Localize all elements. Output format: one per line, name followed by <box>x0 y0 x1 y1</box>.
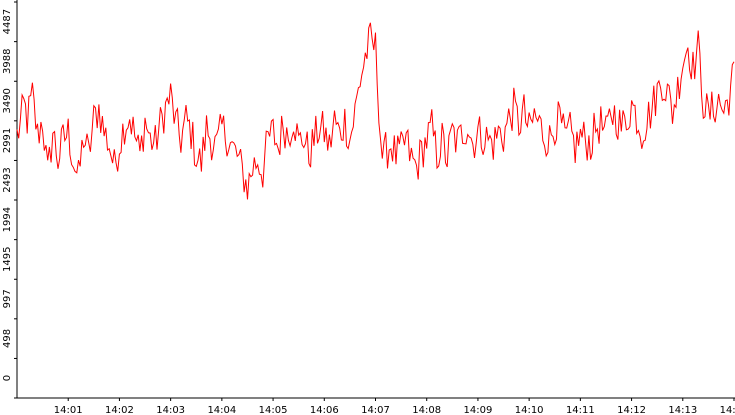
x-tick-label: 14:01 <box>54 405 83 415</box>
x-tick-label: 14:13 <box>668 405 697 415</box>
x-tick-label: 14:08 <box>412 405 441 415</box>
x-tick-label: 14:05 <box>259 405 288 415</box>
y-tick-label: 1495 <box>2 247 13 272</box>
y-tick-label: 2493 <box>2 167 13 192</box>
x-tick-label: 14:11 <box>566 405 595 415</box>
x-tick-label: 14:10 <box>515 405 544 415</box>
y-tick-label: 0 <box>2 375 13 381</box>
plot-area <box>16 22 735 200</box>
x-tick-label: 14:09 <box>464 405 493 415</box>
y-tick-label: 498 <box>2 329 13 348</box>
x-tick-label: 14:02 <box>105 405 134 415</box>
x-tick-label: 14:06 <box>310 405 339 415</box>
x-axis: 14:01 14:02 14:03 14:04 14:05 14:06 14:07 14:08… <box>17 397 735 415</box>
y-tick-label: 3988 <box>2 49 13 74</box>
y-tick-label: 4487 <box>2 9 13 34</box>
y-tick-label: 2991 <box>2 128 13 153</box>
x-tick-label: 14:14 <box>720 405 735 415</box>
x-tick-label: 14:12 <box>617 405 646 415</box>
y-tick-label: 1994 <box>2 207 13 232</box>
x-tick-label: 14:03 <box>156 405 185 415</box>
x-tick-label: 14:07 <box>361 405 390 415</box>
y-axis: 049899714951994249329913490398844874986 <box>2 0 18 399</box>
series-line <box>16 22 735 200</box>
y-tick-label: 3490 <box>2 88 13 113</box>
x-tick-label: 14:04 <box>207 405 236 415</box>
y-tick-label: 997 <box>2 289 13 308</box>
